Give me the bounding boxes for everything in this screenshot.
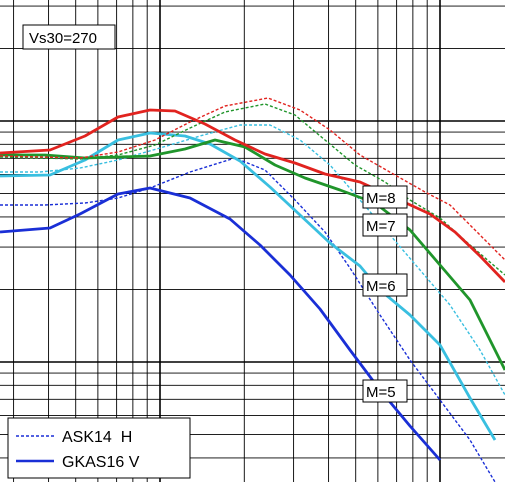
m5-ask14-line <box>0 157 496 482</box>
site-label-text: Vs30=270 <box>29 30 97 47</box>
legend-ask14-label: ASK14 H <box>62 429 132 446</box>
m8-ask14-line <box>0 97 505 261</box>
magnitude-label-m7: M=7 <box>362 213 408 237</box>
magnitude-label-m5: M=5 <box>362 379 408 403</box>
label-m7: M=7 <box>366 218 396 235</box>
magnitude-label-m8: M=8 <box>362 185 408 209</box>
label-m8: M=8 <box>366 190 396 207</box>
m7-ask14-line <box>0 103 505 276</box>
m6-ask14-line <box>0 124 505 396</box>
site-label: Vs30=270 <box>22 24 116 50</box>
m8-gkas16-line <box>0 108 505 283</box>
curves <box>0 97 505 482</box>
legend-gkas16-label: GKAS16 V <box>62 454 140 471</box>
label-m6: M=6 <box>366 278 396 295</box>
m7-gkas16-line <box>0 138 505 371</box>
legend: ASK14 H GKAS16 V <box>7 417 191 479</box>
m6-gkas16-line <box>0 131 497 441</box>
magnitude-label-m6: M=6 <box>362 273 408 297</box>
label-m5: M=5 <box>366 384 396 401</box>
